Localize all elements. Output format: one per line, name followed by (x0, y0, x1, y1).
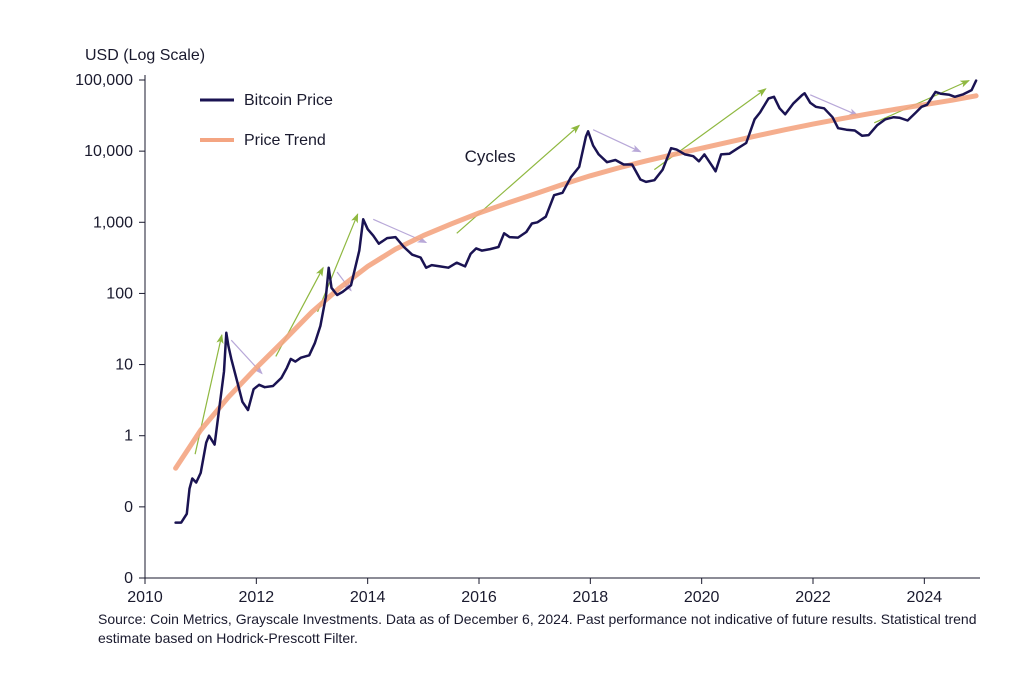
y-tick-label: 0 (124, 570, 133, 587)
y-tick-label: 10,000 (84, 143, 133, 160)
y-tick-label: 10 (115, 357, 133, 374)
x-tick-label: 2024 (907, 589, 943, 606)
y-tick-label: 1 (124, 428, 133, 445)
x-tick-label: 2022 (795, 589, 831, 606)
x-tick-label: 2016 (461, 589, 497, 606)
x-tick-label: 2020 (684, 589, 720, 606)
x-tick-label: 2014 (350, 589, 386, 606)
bitcoin-price-chart: 0 0 1 10 100 1,000 10,000 100,000 USD (Log Scale… (0, 0, 1020, 684)
y-tick-label: 100,000 (75, 72, 133, 89)
chart-container: 0 0 1 10 100 1,000 10,000 100,000 USD (Log Scale… (0, 0, 1020, 684)
cycles-annotation: Cycles (465, 147, 516, 166)
y-axis-title: USD (Log Scale) (85, 47, 205, 64)
chart-legend: Bitcoin Price Price Trend (200, 92, 333, 149)
legend-label: Price Trend (244, 132, 326, 149)
y-tick-label: 0 (124, 499, 133, 516)
price-trend-line (176, 96, 977, 468)
y-tick-label: 1,000 (93, 214, 133, 231)
source-note: Source: Coin Metrics, Grayscale Investme… (98, 610, 980, 648)
x-tick-label: 2018 (573, 589, 609, 606)
x-tick-label: 2012 (239, 589, 275, 606)
legend-label: Bitcoin Price (244, 92, 333, 109)
x-tick-label: 2010 (127, 589, 163, 606)
y-tick-label: 100 (106, 285, 133, 302)
